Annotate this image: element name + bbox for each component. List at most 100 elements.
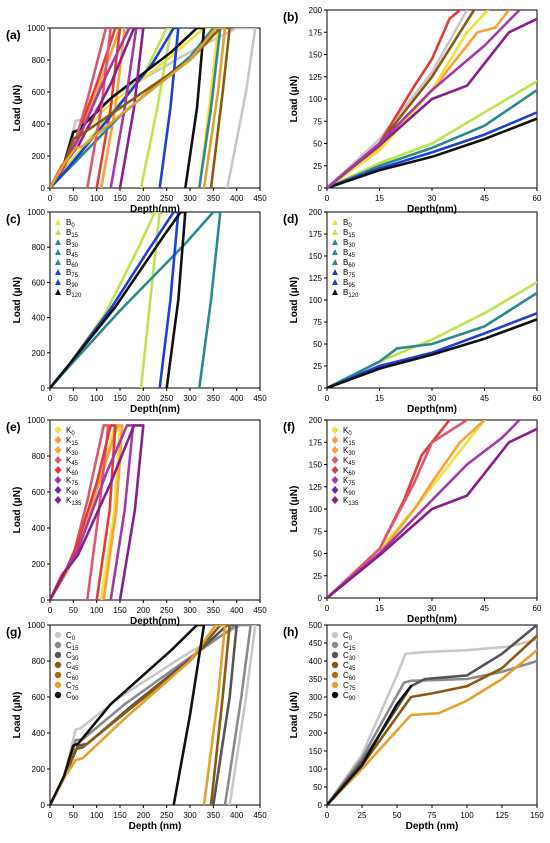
legend-marker-diamond [54,426,62,434]
x-tick-label: 450 [253,811,267,820]
legend-entry-subscript: 45 [71,253,78,259]
panel-e: 0 50 100 150 200 250 300 350 400 4500200400600800… [6,416,267,627]
legend-entry-subscript: 15 [348,233,355,239]
legend-marker-diamond [331,496,339,504]
legend-entry-letter: C [343,651,349,660]
legend-entry-subscript: 60 [72,676,79,682]
x-tick-label: 250 [160,811,174,820]
y-tick-label: 0 [318,184,323,193]
x-tick-label: 300 [183,811,197,820]
y-tick-label: 400 [32,120,46,129]
x-tick-label: 450 [253,394,267,403]
legend-entry: K0 [343,426,352,437]
series-line-loading [50,424,136,600]
x-tick-label: 350 [207,606,221,615]
legend-marker-circle [54,651,62,659]
legend-entry-subscript: 135 [71,501,82,507]
legend-entry-letter: B [343,228,348,237]
x-tick-label: 400 [230,811,244,820]
x-tick-label: 150 [530,811,544,820]
legend-entry: C0 [66,631,76,642]
legend-entry: B30 [343,238,356,249]
legend-marker-circle [54,691,62,699]
x-tick-label: 100 [90,811,104,820]
legend-entry-letter: B [66,238,71,247]
y-tick-label: 0 [41,801,46,810]
legend-entry-subscript: 15 [71,233,78,239]
series-line-loading [327,659,537,805]
x-tick-label: 15 [375,194,384,203]
legend-marker-triangle [55,279,61,285]
legend-marker-diamond [331,456,339,464]
series-line-loading [327,634,537,805]
legend-marker-diamond [54,496,62,504]
panel-label: (c) [6,212,21,226]
y-tick-label: 500 [309,621,323,630]
legend-marker-circle [331,681,339,689]
x-axis-label: Depth (nm) [406,821,459,832]
legend-entry: K60 [66,466,79,477]
series-line-unloading [95,28,122,188]
y-tick-label: 0 [41,384,46,393]
x-tick-label: 350 [207,394,221,403]
x-axis-label: Depth(nm) [130,204,180,215]
legend-entry: B30 [66,238,79,249]
series-line-unloading [102,424,124,600]
series-line-loading [50,28,175,188]
legend-entry-subscript: 95 [348,283,355,289]
legend-entry-letter: B [66,218,71,227]
series-line-unloading [184,28,206,188]
series-line-loading [327,427,537,598]
legend-entry: C0 [343,631,353,642]
x-tick-label: 15 [375,394,384,403]
series-line-unloading [198,28,222,188]
y-tick-label: 100 [309,296,323,305]
x-tick-label: 100 [90,606,104,615]
legend-entry: K30 [66,446,79,457]
x-tick-label: 400 [230,194,244,203]
x-tick-label: 150 [113,394,127,403]
legend-marker-triangle [332,259,338,265]
series-line-loading [50,28,168,188]
legend-entry-letter: K [66,476,72,485]
series-line-unloading [86,424,110,600]
legend-entry: C60 [343,671,356,682]
x-tick-label: 50 [69,811,78,820]
legend-entry-letter: C [66,671,72,680]
series-line-loading [327,117,537,188]
y-tick-label: 100 [309,95,323,104]
x-tick-label: 200 [137,394,151,403]
x-tick-label: 100 [90,394,104,403]
series-line-loading [327,311,537,388]
series-group [50,424,145,600]
legend-marker-triangle [332,249,338,255]
legend-entry-letter: B [66,228,71,237]
y-tick-label: 150 [309,51,323,60]
x-tick-label: 0 [48,606,53,615]
x-tick-label: 45 [480,394,489,403]
legend-entry: C45 [66,661,79,672]
legend-entry-letter: K [343,436,349,445]
legend-entry-subscript: 75 [71,273,78,279]
x-tick-label: 0 [48,394,53,403]
x-tick-label: 30 [428,394,437,403]
legend-marker-diamond [54,476,62,484]
y-tick-label: 600 [32,278,46,287]
legend-entry-letter: B [66,288,71,297]
y-tick-label: 1000 [27,208,45,217]
y-tick-label: 600 [32,88,46,97]
series-line-loading [327,648,537,805]
legend-entry-subscript: 0 [71,431,75,437]
legend-entry-letter: K [66,496,72,505]
legend-entry: K75 [343,476,356,487]
y-axis-label: Load (μN) [12,277,23,324]
legend-entry-subscript: 90 [71,491,78,497]
legend-entry-subscript: 15 [71,441,78,447]
x-tick-label: 200 [137,606,151,615]
panel-label: (d) [283,212,298,226]
series-line-unloading [226,28,257,188]
legend-marker-triangle [55,219,61,225]
legend-marker-diamond [331,486,339,494]
y-tick-label: 50 [313,140,322,149]
